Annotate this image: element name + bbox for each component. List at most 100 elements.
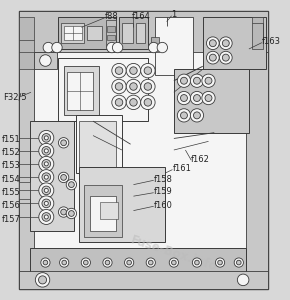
Bar	[246, 11, 268, 289]
Circle shape	[148, 260, 153, 265]
Circle shape	[39, 276, 47, 284]
Circle shape	[157, 42, 168, 53]
Bar	[155, 17, 193, 75]
Bar	[136, 23, 145, 43]
Circle shape	[39, 169, 54, 184]
Circle shape	[42, 160, 51, 168]
Circle shape	[39, 130, 54, 146]
Circle shape	[126, 79, 141, 94]
Text: 1: 1	[171, 11, 176, 20]
Bar	[122, 23, 133, 43]
Text: f164: f164	[132, 12, 151, 21]
Circle shape	[206, 51, 219, 64]
Circle shape	[44, 188, 48, 192]
Circle shape	[130, 99, 137, 106]
Text: F32/5: F32/5	[3, 92, 27, 101]
Circle shape	[126, 95, 141, 109]
Circle shape	[130, 67, 137, 74]
Bar	[84, 184, 122, 237]
Text: f156: f156	[2, 202, 21, 211]
Bar	[64, 26, 81, 40]
Text: f162: f162	[191, 155, 210, 164]
Circle shape	[43, 42, 54, 53]
Circle shape	[222, 54, 229, 61]
Circle shape	[58, 172, 69, 183]
Text: f158: f158	[154, 175, 173, 184]
Circle shape	[177, 92, 191, 105]
Circle shape	[193, 77, 200, 84]
Bar	[87, 26, 102, 40]
Bar	[79, 121, 116, 167]
Circle shape	[144, 67, 152, 74]
Circle shape	[180, 77, 187, 84]
Circle shape	[68, 211, 74, 216]
Text: f161: f161	[173, 164, 191, 173]
Bar	[30, 121, 74, 231]
Circle shape	[206, 37, 219, 50]
Text: Fuse-Box.info: Fuse-Box.info	[129, 234, 219, 274]
Circle shape	[115, 83, 123, 90]
Bar	[19, 182, 30, 199]
Bar	[151, 38, 160, 52]
Circle shape	[202, 74, 215, 87]
Text: f88: f88	[105, 12, 118, 21]
Text: f155: f155	[2, 188, 21, 197]
Circle shape	[190, 92, 204, 105]
Circle shape	[39, 183, 54, 198]
Text: f152: f152	[2, 148, 21, 158]
Circle shape	[68, 182, 74, 188]
Circle shape	[124, 258, 134, 267]
Circle shape	[195, 260, 199, 265]
Text: f159: f159	[154, 187, 173, 196]
Circle shape	[169, 258, 178, 267]
Circle shape	[44, 201, 48, 206]
Circle shape	[66, 179, 77, 190]
Circle shape	[41, 258, 50, 267]
Circle shape	[43, 260, 48, 265]
Circle shape	[141, 63, 155, 78]
Circle shape	[237, 274, 249, 286]
Circle shape	[177, 109, 191, 122]
Circle shape	[105, 260, 110, 265]
Circle shape	[107, 42, 117, 53]
Circle shape	[39, 196, 54, 211]
Circle shape	[59, 258, 69, 267]
Circle shape	[58, 207, 69, 217]
Text: f151: f151	[2, 135, 21, 144]
Circle shape	[144, 99, 152, 106]
Circle shape	[209, 40, 216, 47]
Bar	[107, 26, 115, 32]
Circle shape	[44, 175, 48, 179]
Text: f153: f153	[2, 161, 21, 170]
Circle shape	[44, 162, 48, 166]
Circle shape	[61, 175, 66, 180]
Circle shape	[172, 260, 176, 265]
Circle shape	[205, 77, 212, 84]
Bar	[34, 52, 57, 69]
Circle shape	[66, 208, 77, 219]
Bar	[19, 11, 268, 289]
Circle shape	[115, 67, 123, 74]
Circle shape	[42, 213, 51, 221]
Circle shape	[202, 92, 215, 105]
Bar	[174, 69, 249, 133]
Bar	[252, 17, 263, 49]
Circle shape	[44, 215, 48, 219]
Circle shape	[126, 63, 141, 78]
Text: f163: f163	[262, 37, 281, 46]
Circle shape	[215, 258, 225, 267]
Circle shape	[112, 95, 126, 109]
Circle shape	[234, 258, 243, 267]
Bar	[107, 34, 115, 40]
Bar	[19, 11, 268, 52]
Circle shape	[115, 99, 123, 106]
Circle shape	[61, 140, 66, 146]
Circle shape	[222, 40, 229, 47]
Circle shape	[112, 79, 126, 94]
Circle shape	[127, 260, 131, 265]
Circle shape	[190, 74, 204, 87]
Bar	[30, 248, 246, 277]
Circle shape	[236, 260, 241, 265]
Circle shape	[52, 42, 62, 53]
Circle shape	[220, 37, 232, 50]
